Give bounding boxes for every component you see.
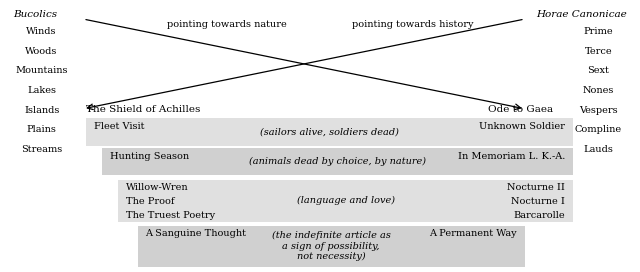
- Text: A Sanguine Thought: A Sanguine Thought: [145, 229, 246, 238]
- Text: The Truest Poetry: The Truest Poetry: [126, 211, 215, 220]
- Text: pointing towards nature: pointing towards nature: [167, 20, 287, 29]
- Text: Sext: Sext: [588, 66, 609, 75]
- Text: Horae Canonicae: Horae Canonicae: [536, 10, 627, 18]
- Text: Bucolics: Bucolics: [13, 10, 57, 18]
- Text: Plains: Plains: [27, 125, 56, 134]
- Text: The Proof: The Proof: [126, 197, 175, 206]
- Text: Compline: Compline: [575, 125, 622, 134]
- Bar: [86, 118, 573, 146]
- Text: Terce: Terce: [584, 47, 612, 56]
- Text: (sailors alive, soldiers dead): (sailors alive, soldiers dead): [260, 127, 399, 137]
- Text: Nocturne II: Nocturne II: [508, 183, 565, 192]
- Bar: [138, 226, 525, 267]
- Text: Islands: Islands: [24, 106, 60, 115]
- Text: In Memoriam L. K.-A.: In Memoriam L. K.-A.: [458, 152, 565, 160]
- Text: pointing towards history: pointing towards history: [352, 20, 474, 29]
- Text: Mountains: Mountains: [15, 66, 68, 75]
- Text: Vespers: Vespers: [579, 106, 618, 115]
- Text: (the indefinite article as
a sign of possibility,
not necessity): (the indefinite article as a sign of pos…: [272, 231, 390, 261]
- Text: Ode to Gaea: Ode to Gaea: [488, 105, 554, 114]
- Bar: [102, 148, 573, 175]
- Text: Hunting Season: Hunting Season: [110, 152, 189, 160]
- Text: Winds: Winds: [26, 27, 57, 36]
- Text: Nocturne I: Nocturne I: [511, 197, 565, 206]
- Text: Lauds: Lauds: [584, 145, 613, 154]
- Bar: [118, 180, 573, 222]
- Text: Fleet Visit: Fleet Visit: [94, 122, 145, 131]
- Text: (animals dead by choice, by nature): (animals dead by choice, by nature): [249, 157, 426, 166]
- Text: Lakes: Lakes: [27, 86, 56, 95]
- Text: Barcarolle: Barcarolle: [513, 211, 565, 220]
- Text: Prime: Prime: [584, 27, 613, 36]
- Text: (language and love): (language and love): [296, 196, 395, 205]
- Text: The Shield of Achilles: The Shield of Achilles: [86, 105, 201, 114]
- Text: Willow-Wren: Willow-Wren: [126, 183, 189, 192]
- Text: Woods: Woods: [26, 47, 58, 56]
- Text: A Permanent Way: A Permanent Way: [429, 229, 517, 238]
- Text: Streams: Streams: [21, 145, 62, 154]
- Text: Nones: Nones: [582, 86, 614, 95]
- Text: Unknown Soldier: Unknown Soldier: [479, 122, 565, 131]
